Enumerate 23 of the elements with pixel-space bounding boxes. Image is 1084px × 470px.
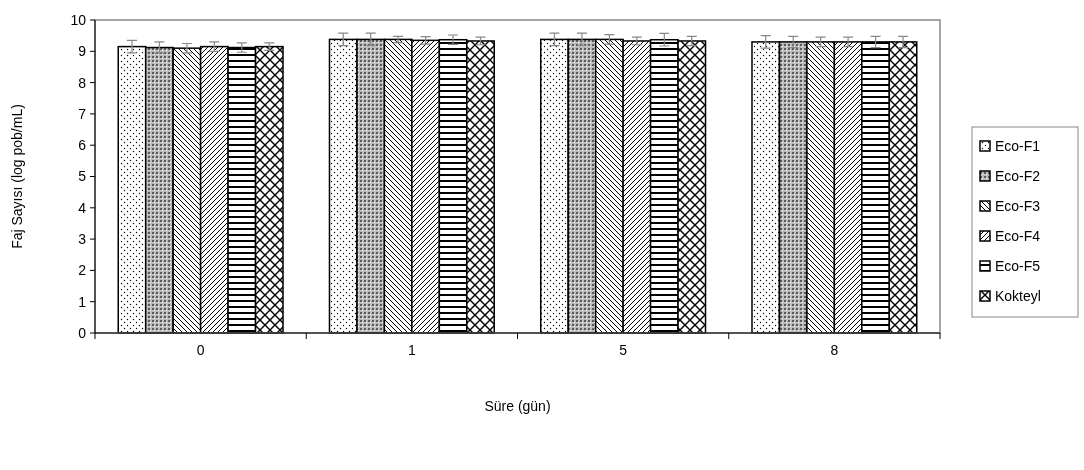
y-tick-label: 1 <box>78 293 87 310</box>
legend-label: Eco-F2 <box>995 167 1041 184</box>
legend-label: Eco-F5 <box>995 257 1041 274</box>
y-tick-label: 3 <box>78 231 87 247</box>
y-tick-label: 0 <box>78 324 87 341</box>
y-tick-label: 6 <box>78 137 87 154</box>
legend-label: Eco-F4 <box>995 227 1041 244</box>
y-tick-label: 7 <box>78 105 87 122</box>
x-tick-label: 5 <box>619 342 628 358</box>
x-tick-label: 1 <box>407 342 416 358</box>
y-axis-title: Faj Sayısı (log pob/mL) <box>9 104 25 249</box>
y-tick-label: 9 <box>78 43 87 60</box>
x-tick-label: 0 <box>196 342 205 358</box>
x-axis-title: Süre (gün) <box>484 398 551 414</box>
x-tick-label: 8 <box>830 342 839 358</box>
y-tick-label: 5 <box>78 168 87 185</box>
legend-label: Kokteyl <box>995 287 1041 304</box>
y-tick-label: 8 <box>78 74 87 91</box>
legend-label: Eco-F1 <box>995 137 1041 154</box>
y-tick-label: 2 <box>78 262 87 279</box>
y-tick-label: 4 <box>78 199 87 216</box>
legend-label: Eco-F3 <box>995 197 1041 214</box>
y-tick-label: 10 <box>70 11 87 28</box>
